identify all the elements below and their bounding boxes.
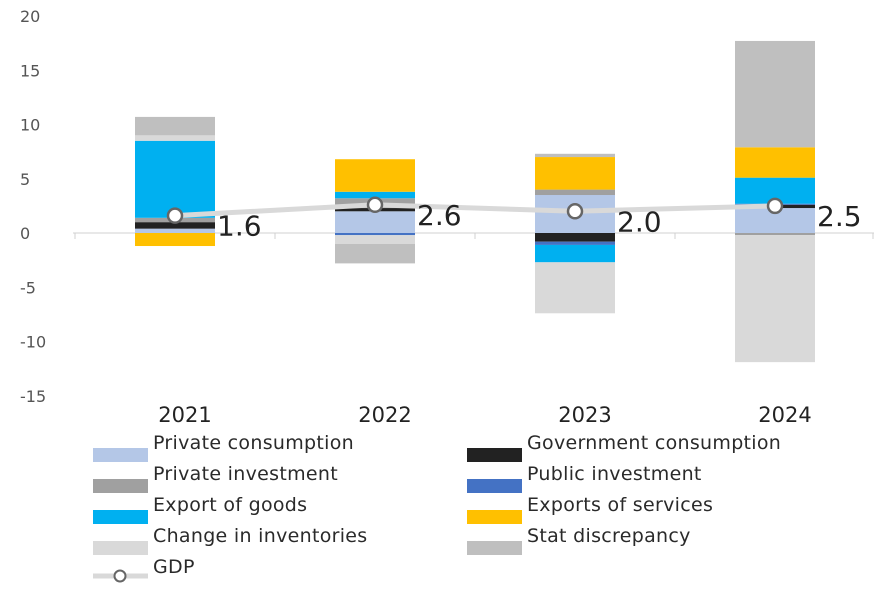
bar-segment [735,147,815,178]
bar-segment [535,233,615,242]
bar-segment [335,191,415,199]
y-tick-label: 10 [20,116,40,135]
bar-segment [735,235,815,363]
legend-label: GDP [153,556,195,578]
legend-label: Change in inventories [153,525,368,547]
legend-label: Government consumption [527,432,782,454]
gdp-point [166,207,184,224]
x-category-label: 2022 [358,403,411,427]
bar-segment [135,222,215,229]
bar-segment [135,233,215,247]
bar-segment [535,241,615,245]
gdp-point [566,203,584,220]
legend-label: Private consumption [153,432,354,454]
bar-segment [335,235,415,244]
x-category-label: 2024 [758,403,811,427]
bar-segment [135,135,215,141]
bar-segment [735,40,815,148]
gdp-point [366,196,384,214]
bar-segment [535,244,615,263]
gdp-data-label: 2.0 [617,205,662,238]
bar-segment [735,233,815,236]
legend-swatch [467,479,522,493]
legend-label: Public investment [527,463,702,485]
chart-panel: 20 15 10 5 0 -5 -10 -15 1.6 2.6 2.0 2.5 2021 2022 20… [15,0,874,583]
bar-segment [335,233,415,236]
y-tick-label: -5 [20,278,36,297]
bar-segment [335,159,415,192]
y-axis-ticks: 20 15 10 5 0 -5 -10 -15 [20,7,46,406]
legend-swatch [93,541,148,555]
gdp-data-label: 1.6 [217,210,262,243]
bar-segment [535,153,615,158]
legend-swatch [467,510,522,524]
x-category-label: 2023 [558,403,611,427]
legend-swatch [93,510,148,524]
legend-swatch [93,479,148,493]
bar-segment [535,189,615,196]
gdp-data-label: 2.5 [817,200,862,233]
y-tick-label: 15 [20,61,40,80]
x-axis-categories: 2021 2022 2023 2024 [158,403,811,427]
bars [135,40,815,363]
y-tick-label: -10 [20,333,46,352]
gdp-polyline [174,202,776,219]
bar-segment [335,211,415,233]
legend-swatch [467,448,522,462]
legend-swatch [467,541,522,555]
gdp-line [166,196,784,224]
legend-swatch [93,448,148,462]
x-category-label: 2021 [158,403,211,427]
gdp-data-label: 2.6 [417,199,462,232]
y-tick-label: 20 [20,7,40,26]
legend-label: Private investment [153,463,338,485]
gdp-labels: 1.6 2.6 2.0 2.5 [217,199,862,243]
legend-label: Exports of services [527,494,714,516]
y-tick-label: 0 [20,224,30,243]
bar-segment [135,228,215,233]
bar-segment [535,157,615,190]
gdp-point [766,197,784,215]
bar-segment [335,243,415,264]
y-tick-label: 5 [20,170,30,189]
bar-segment [135,116,215,136]
bar-segment [535,262,615,314]
gdp-line-swatch [93,569,148,583]
bar-segment [135,140,215,218]
y-tick-label: -15 [20,387,46,406]
legend-label: Stat discrepancy [527,525,691,547]
legend-label: Export of goods [153,494,308,516]
